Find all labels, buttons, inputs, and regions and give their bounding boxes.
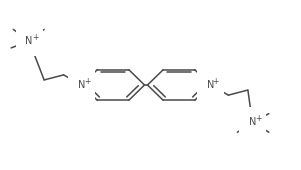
- Text: N: N: [207, 80, 214, 90]
- Text: N: N: [249, 117, 256, 127]
- Text: +: +: [213, 77, 219, 86]
- Text: N: N: [26, 36, 33, 46]
- Text: N: N: [78, 80, 85, 90]
- Text: +: +: [84, 77, 90, 86]
- Text: +: +: [32, 33, 38, 42]
- Text: +: +: [255, 114, 262, 123]
